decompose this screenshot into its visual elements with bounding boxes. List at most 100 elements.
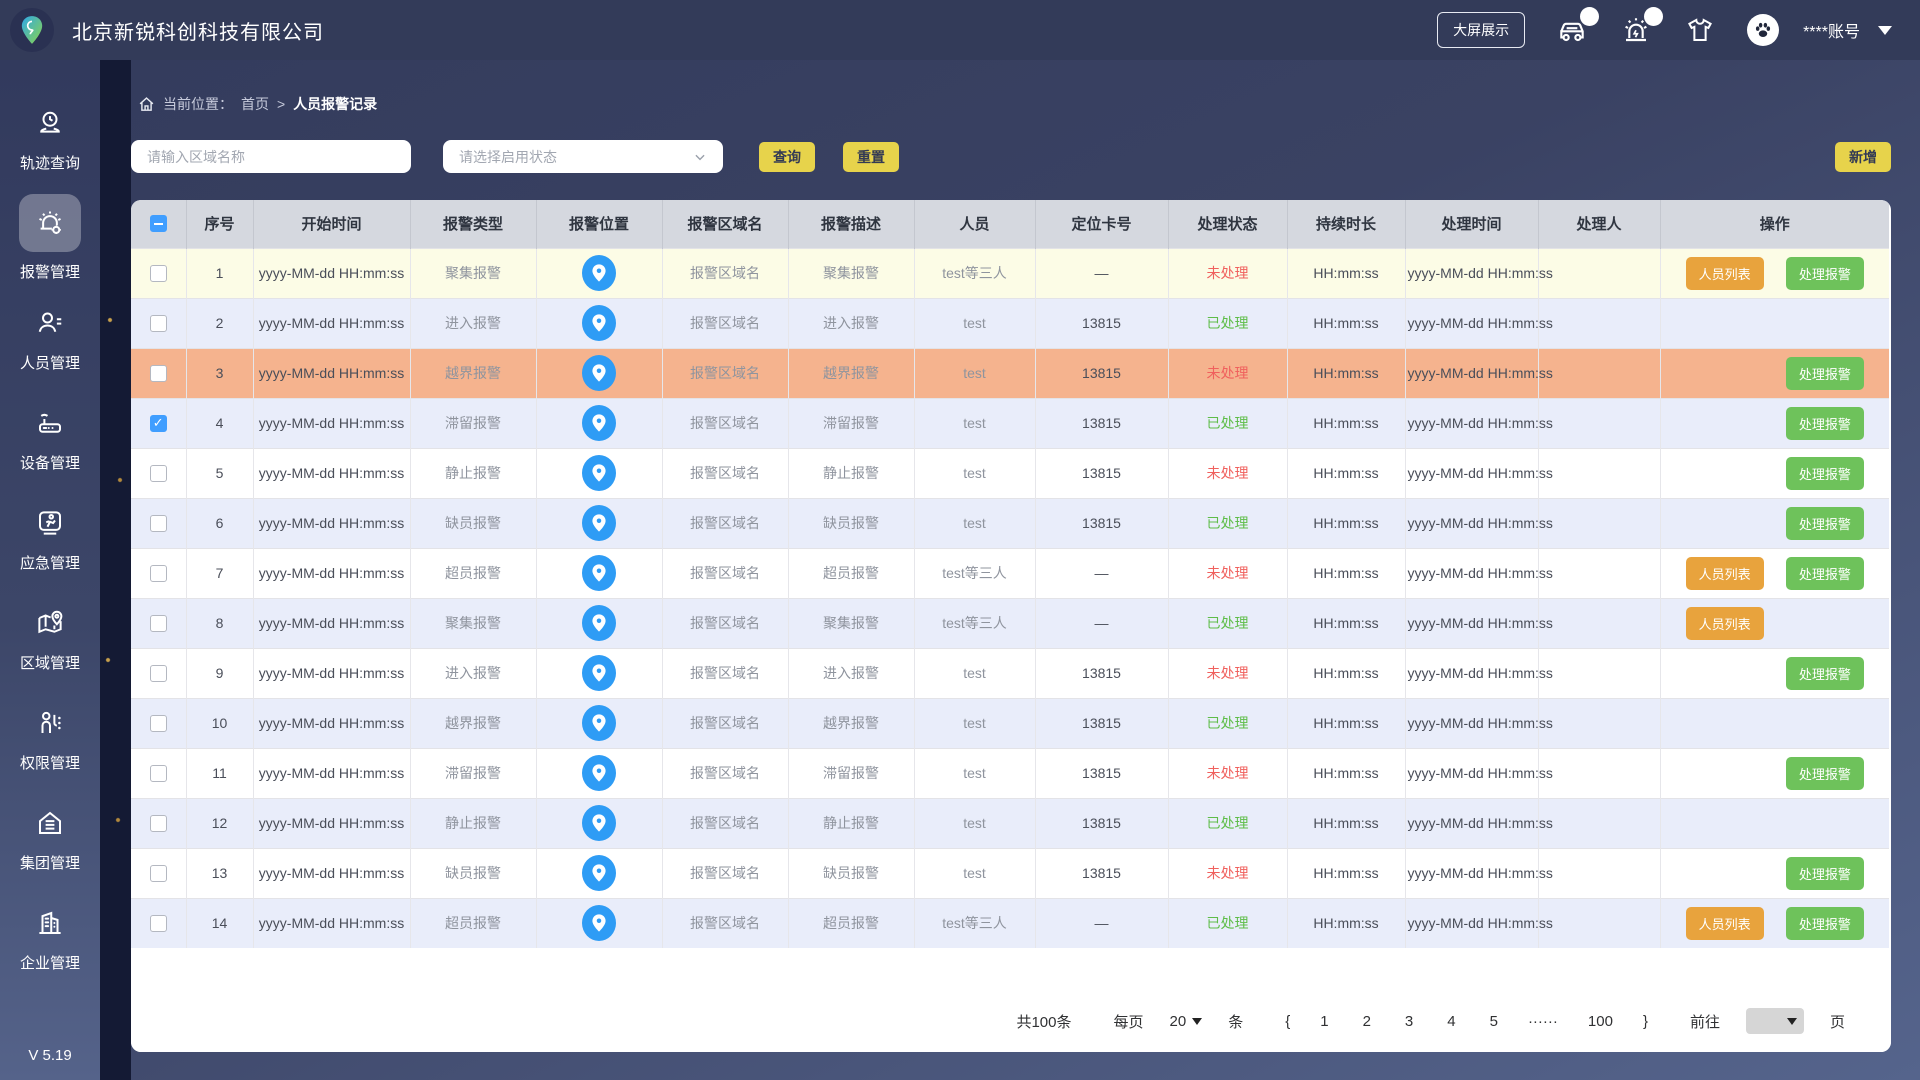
person-list-button[interactable]: 人员列表 [1685, 906, 1764, 940]
person-list-button[interactable]: 人员列表 [1685, 256, 1764, 290]
row-checkbox[interactable] [149, 914, 167, 932]
sidebar-item-emergency-management[interactable]: 应急管理 [0, 488, 100, 588]
cell-alarm-location [535, 597, 662, 648]
table-row: 2 yyyy-MM-dd HH:mm:ss 进入报警 报警区域名 进入报警 test 138… [131, 297, 1889, 348]
cell-person: test [913, 397, 1035, 448]
location-pin-icon[interactable] [582, 405, 616, 441]
handle-alarm-button[interactable]: 处理报警 [1785, 656, 1864, 690]
cell-card-number: — [1034, 597, 1168, 648]
cell-alarm-location [535, 697, 662, 748]
select-all-checkbox[interactable] [149, 215, 167, 233]
prev-page-button[interactable]: { [1285, 1012, 1291, 1030]
page-number-button[interactable]: 4 [1447, 1012, 1456, 1030]
location-pin-icon[interactable] [582, 855, 616, 891]
handle-alarm-button[interactable]: 处理报警 [1785, 256, 1864, 290]
row-checkbox[interactable] [149, 664, 167, 682]
big-screen-button[interactable]: 大屏展示 [1437, 12, 1526, 48]
row-checkbox[interactable] [149, 764, 167, 782]
user-avatar[interactable] [1747, 14, 1780, 46]
cell-card-number: 13815 [1034, 297, 1168, 348]
vehicle-alarm-icon[interactable] [1555, 7, 1600, 47]
row-checkbox[interactable] [149, 314, 167, 332]
goto-page-select[interactable] [1745, 1008, 1804, 1034]
account-label[interactable]: ****账号 [1803, 24, 1860, 41]
row-checkbox[interactable] [149, 564, 167, 582]
sidebar-item-group-management[interactable]: 集团管理 [0, 788, 100, 888]
row-checkbox[interactable] [149, 264, 167, 282]
handle-alarm-button[interactable]: 处理报警 [1785, 356, 1864, 390]
cell-person: test [913, 797, 1035, 848]
row-checkbox-cell [131, 397, 186, 448]
add-button[interactable]: 新增 [1835, 141, 1891, 172]
last-page-button[interactable]: 100 [1587, 1012, 1613, 1030]
row-checkbox[interactable] [149, 714, 167, 732]
total-count: 共100条 [1016, 1013, 1072, 1031]
cell-handler [1537, 297, 1660, 348]
row-checkbox[interactable] [149, 814, 167, 832]
person-list-button[interactable]: 人员列表 [1685, 556, 1764, 590]
location-pin-icon[interactable] [582, 805, 616, 841]
cell-alarm-type: 缺员报警 [409, 497, 536, 548]
tshirt-icon[interactable] [1683, 13, 1717, 47]
account-chevron-down-icon[interactable] [1878, 25, 1892, 35]
handle-alarm-button[interactable]: 处理报警 [1785, 856, 1864, 890]
cell-handle-status: 未处理 [1167, 347, 1287, 398]
sidebar-item-permission-management[interactable]: 权限管理 [0, 688, 100, 788]
row-checkbox[interactable] [149, 364, 167, 382]
location-pin-icon[interactable] [582, 605, 616, 641]
page-number-button[interactable]: 2 [1362, 1012, 1371, 1030]
cell-alarm-desc: 缺员报警 [787, 847, 914, 898]
sidebar-item-enterprise-management[interactable]: 企业管理 [0, 888, 100, 988]
handle-alarm-button[interactable]: 处理报警 [1785, 406, 1864, 440]
location-pin-icon[interactable] [582, 655, 616, 691]
row-checkbox[interactable] [149, 864, 167, 882]
handle-alarm-button[interactable]: 处理报警 [1785, 456, 1864, 490]
enable-status-placeholder: 请选择启用状态 [459, 148, 557, 165]
row-checkbox-cell [131, 897, 186, 948]
location-pin-icon[interactable] [582, 555, 616, 591]
page-number-button[interactable]: 1 [1320, 1012, 1329, 1030]
location-pin-icon[interactable] [582, 455, 616, 491]
cell-start-time: yyyy-MM-dd HH:mm:ss [252, 447, 410, 498]
siren-alarm-icon[interactable] [1619, 7, 1664, 47]
location-pin-icon[interactable] [582, 305, 616, 341]
search-button[interactable]: 查询 [759, 141, 815, 172]
row-checkbox[interactable] [149, 414, 167, 432]
cell-duration: HH:mm:ss [1286, 897, 1405, 948]
page-number-button[interactable]: 5 [1489, 1012, 1498, 1030]
location-pin-icon[interactable] [582, 755, 616, 791]
row-checkbox[interactable] [149, 464, 167, 482]
sidebar-item-track-query[interactable]: 轨迹查询 [0, 88, 100, 188]
table-row: 8 yyyy-MM-dd HH:mm:ss 聚集报警 报警区域名 聚集报警 test等三人… [131, 597, 1889, 648]
sidebar-item-region-management[interactable]: 区域管理 [0, 588, 100, 688]
sidebar-item-personnel-management[interactable]: 人员管理 [0, 288, 100, 388]
handle-alarm-button[interactable]: 处理报警 [1785, 506, 1864, 540]
sidebar-item-device-management[interactable]: 设备管理 [0, 388, 100, 488]
reset-button[interactable]: 重置 [843, 141, 899, 172]
cell-handle-status: 未处理 [1167, 247, 1287, 298]
cell-alarm-type: 进入报警 [409, 647, 536, 698]
page-number-button[interactable]: 3 [1404, 1012, 1414, 1030]
cell-handle-status: 已处理 [1167, 897, 1287, 948]
enable-status-select[interactable]: 请选择启用状态 [443, 140, 723, 173]
location-pin-icon[interactable] [582, 355, 616, 391]
location-pin-icon[interactable] [582, 705, 616, 741]
row-checkbox[interactable] [149, 514, 167, 532]
cell-duration: HH:mm:ss [1286, 547, 1405, 598]
handle-alarm-button[interactable]: 处理报警 [1785, 756, 1864, 790]
handle-alarm-button[interactable]: 处理报警 [1785, 556, 1864, 590]
area-name-input[interactable] [131, 140, 411, 173]
handle-alarm-button[interactable]: 处理报警 [1785, 906, 1864, 940]
person-list-button[interactable]: 人员列表 [1685, 606, 1764, 640]
next-page-button[interactable]: } [1642, 1012, 1648, 1030]
breadcrumb-home[interactable]: 首页 [241, 96, 269, 112]
location-pin-icon[interactable] [582, 905, 616, 942]
location-pin-icon[interactable] [582, 255, 616, 291]
breadcrumb: 当前位置： 首页 > 人员报警记录 [100, 60, 1920, 114]
status-badge: 已处理 [1206, 915, 1249, 932]
row-checkbox[interactable] [149, 614, 167, 632]
per-page-select[interactable]: 20 [1170, 1013, 1203, 1030]
cell-alarm-desc: 滞留报警 [787, 397, 914, 448]
location-pin-icon[interactable] [582, 505, 616, 541]
sidebar-item-alarm-management[interactable]: 报警管理 [0, 188, 100, 288]
